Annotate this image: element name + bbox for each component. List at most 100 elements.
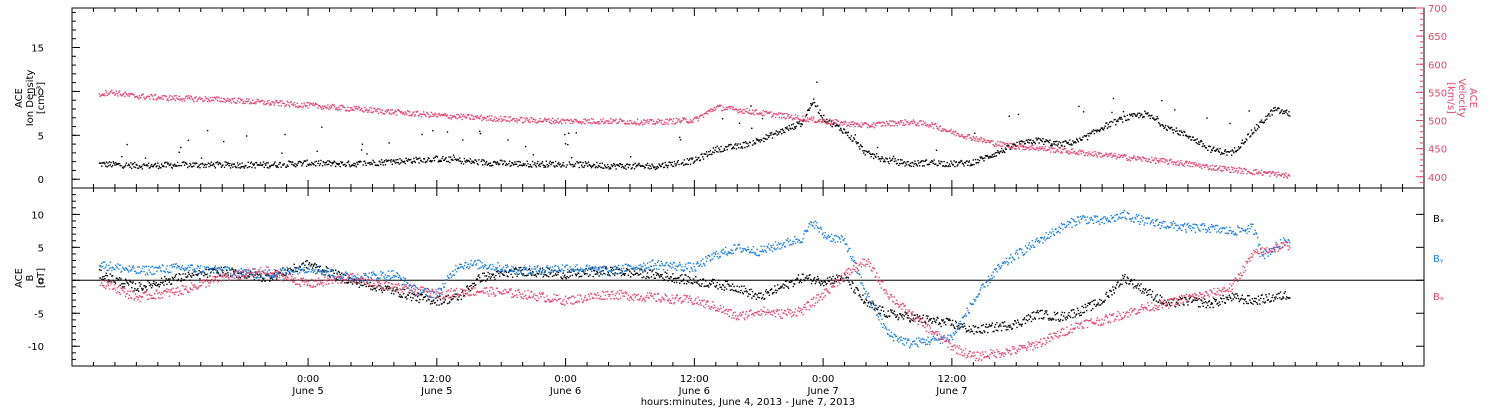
velocity-series-point — [823, 118, 825, 120]
velocity-series-point — [308, 102, 310, 104]
bx-series-point — [849, 283, 852, 286]
density-series-point — [650, 167, 653, 169]
bx-series-point — [1094, 299, 1096, 301]
density-series-point — [1163, 127, 1165, 130]
x-tick-label-date: June 7 — [806, 386, 838, 397]
bx-series-point — [306, 260, 308, 262]
velocity-series-point — [169, 94, 171, 97]
density-series-point — [388, 142, 390, 144]
density-series-point — [161, 165, 164, 167]
velocity-series-point — [936, 127, 938, 129]
velocity-series-point — [1268, 170, 1270, 173]
bx-series-point — [162, 281, 164, 283]
density-series-point — [546, 163, 548, 166]
density-series-point — [474, 159, 476, 161]
velocity-series-point — [405, 112, 407, 114]
velocity-series-point — [323, 105, 325, 108]
density-series-point — [931, 160, 933, 162]
velocity-series-point — [550, 119, 552, 121]
bx-series-point — [1132, 283, 1134, 285]
velocity-series-point — [389, 113, 391, 115]
velocity-series-point — [667, 123, 669, 125]
density-series-point — [1115, 124, 1117, 126]
density-series-point — [784, 131, 786, 133]
bx-series-point — [273, 272, 275, 275]
bx-series-point — [159, 283, 161, 286]
bx-series-point — [995, 329, 997, 331]
velocity-series-point — [439, 114, 441, 116]
velocity-series-point — [517, 119, 519, 121]
velocity-series-point — [233, 97, 236, 99]
bx-series-point — [700, 285, 702, 287]
velocity-series-point — [1237, 172, 1239, 174]
velocity-series-point — [142, 93, 144, 95]
velocity-series-point — [223, 97, 225, 100]
bx-series-point — [1011, 327, 1014, 330]
bx-series-point — [577, 272, 580, 274]
velocity-series-point — [354, 106, 356, 108]
velocity-series-point — [283, 102, 285, 105]
density-series-point — [854, 134, 856, 136]
velocity-series-point — [390, 109, 392, 111]
density-series-point — [592, 165, 594, 167]
velocity-series-point — [452, 116, 455, 118]
density-series-point — [298, 160, 300, 163]
velocity-series-point — [1038, 147, 1040, 150]
density-series-point — [262, 163, 264, 166]
bx-series-point — [1192, 299, 1194, 301]
density-series-point — [541, 160, 544, 163]
velocity-series-point — [1229, 171, 1231, 173]
bx-series-point — [510, 273, 512, 276]
density-series-point — [212, 164, 214, 166]
velocity-series-point — [462, 113, 465, 116]
bx-series-point — [436, 299, 439, 302]
velocity-series-point — [499, 115, 502, 118]
density-series-point — [857, 142, 859, 144]
density-series-point — [967, 164, 969, 166]
density-series-point — [735, 143, 737, 145]
bx-series-point — [650, 276, 653, 278]
density-series-point — [239, 167, 242, 169]
bx-series-point — [1222, 294, 1224, 297]
density-series-point — [1239, 147, 1241, 149]
density-series-point — [301, 165, 303, 167]
density-series-point — [410, 158, 412, 161]
density-series-point — [1003, 150, 1005, 153]
velocity-series-point — [925, 125, 928, 127]
bx-series-point — [957, 327, 959, 329]
density-series-point — [1000, 150, 1002, 152]
bx-series-point — [753, 295, 755, 297]
velocity-series-point — [749, 112, 751, 115]
density-series-point — [487, 163, 489, 165]
bx-series-point — [941, 319, 943, 321]
density-series-point — [226, 161, 228, 164]
bx-series-point — [946, 317, 948, 320]
velocity-series-point — [137, 98, 140, 100]
bx-series-point — [610, 266, 612, 268]
velocity-series-point — [606, 120, 608, 122]
density-series-point — [321, 126, 323, 128]
velocity-series-point — [817, 120, 819, 123]
velocity-series-point — [862, 124, 864, 126]
density-series-point — [440, 160, 443, 162]
bx-series-point — [1035, 312, 1037, 314]
velocity-series-point — [374, 110, 377, 112]
velocity-series-point — [1046, 149, 1048, 151]
density-series-point — [954, 165, 956, 168]
density-series-point — [377, 164, 379, 166]
velocity-series-point — [803, 118, 805, 120]
bx-series-point — [1187, 300, 1190, 303]
velocity-series-point — [308, 104, 311, 106]
density-series-point — [1181, 131, 1184, 134]
bx-series-point — [396, 287, 398, 289]
bx-series-point — [258, 279, 260, 281]
velocity-series-point — [1281, 173, 1283, 175]
density-series-point — [334, 165, 337, 168]
density-series-point — [1222, 153, 1224, 155]
bx-series-point — [721, 288, 723, 290]
velocity-series-point — [449, 114, 452, 117]
bx-series-point — [909, 320, 911, 322]
velocity-series-point — [472, 116, 475, 118]
velocity-series-point — [954, 131, 956, 133]
bx-series-point — [1044, 310, 1046, 312]
